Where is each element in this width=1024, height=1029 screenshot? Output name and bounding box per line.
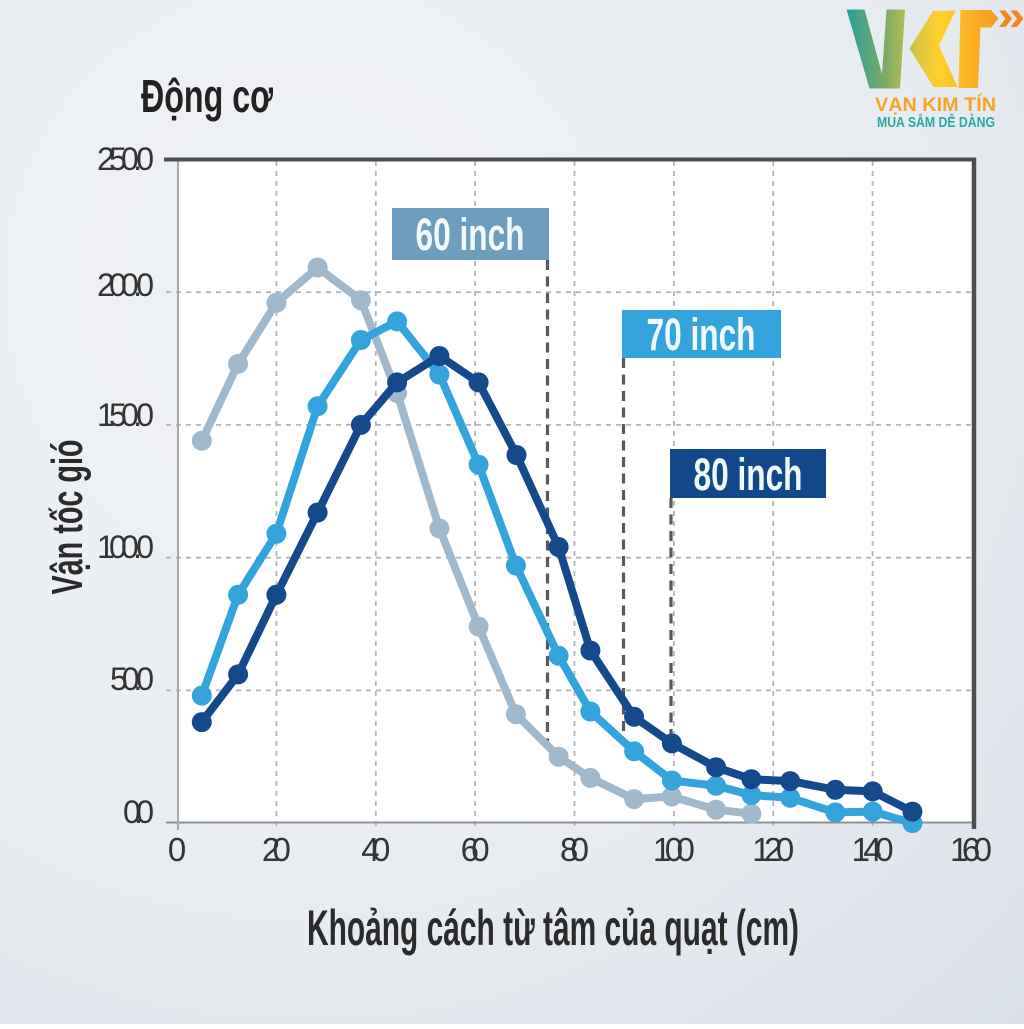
svg-text:40: 40 xyxy=(361,831,390,868)
svg-text:200.0: 200.0 xyxy=(97,267,154,303)
svg-text:VẠN KIM TÍN: VẠN KIM TÍN xyxy=(875,94,996,116)
svg-text:80: 80 xyxy=(560,831,589,868)
svg-text:Động cơ: Động cơ xyxy=(141,70,273,122)
svg-text:100.0: 100.0 xyxy=(97,529,154,565)
svg-text:120: 120 xyxy=(752,831,794,868)
svg-text:Khoảng cách từ tâm của quạt (c: Khoảng cách từ tâm của quạt (cm) xyxy=(307,900,799,956)
svg-text:60 inch: 60 inch xyxy=(416,209,525,260)
svg-text:20: 20 xyxy=(262,831,291,868)
svg-text:80 inch: 80 inch xyxy=(694,449,803,500)
svg-text:250.0: 250.0 xyxy=(97,141,154,177)
svg-text:140: 140 xyxy=(852,831,894,868)
svg-text:60: 60 xyxy=(461,831,490,868)
svg-text:MUA SẮM DỄ DÀNG: MUA SẮM DỄ DÀNG xyxy=(877,113,995,131)
svg-text:100: 100 xyxy=(653,831,695,868)
svg-text:0.0: 0.0 xyxy=(123,794,154,830)
svg-text:70 inch: 70 inch xyxy=(647,309,756,360)
svg-text:150.0: 150.0 xyxy=(97,397,154,433)
svg-text:Vận tốc gió: Vận tốc gió xyxy=(43,440,92,595)
svg-text:50.0: 50.0 xyxy=(110,661,154,697)
svg-text:160: 160 xyxy=(950,831,992,868)
svg-text:0: 0 xyxy=(168,831,186,868)
